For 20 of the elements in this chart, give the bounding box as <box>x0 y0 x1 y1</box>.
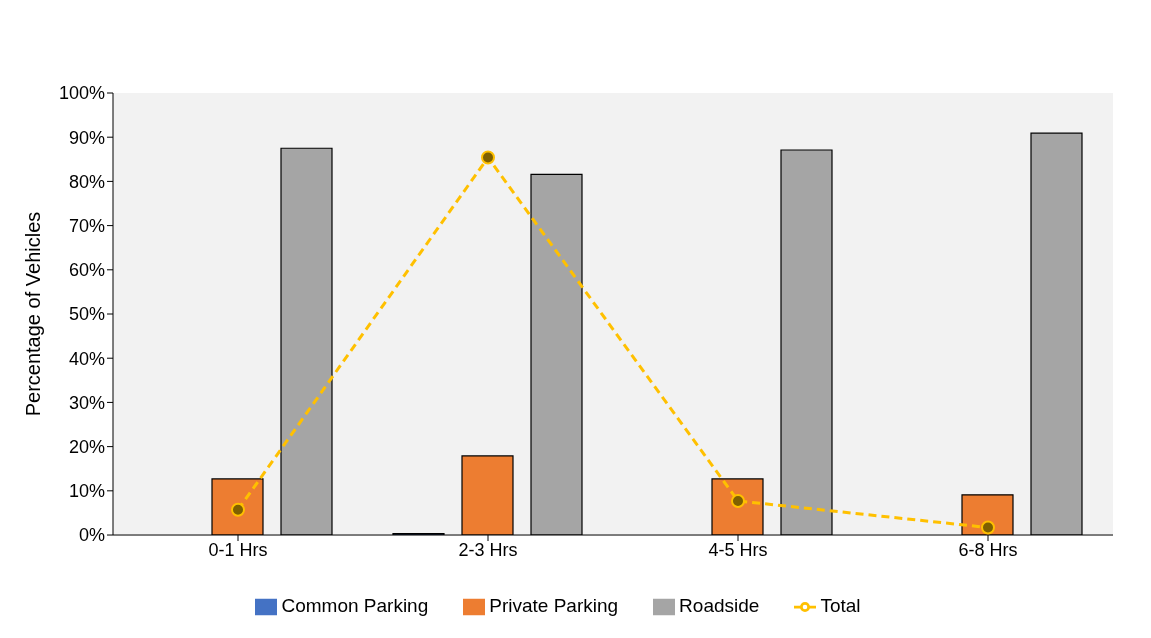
y-tick-label: 70% <box>68 215 105 236</box>
y-axis-title: Percentage of Vehicles <box>22 211 45 417</box>
y-tick-label: 90% <box>68 127 105 148</box>
y-tick-label: 50% <box>68 304 105 325</box>
legend-label: Common Parking <box>281 595 429 617</box>
legend-label: Private Parking <box>489 595 619 617</box>
legend-label: Total <box>820 595 861 617</box>
legend-label: Roadside <box>679 595 760 617</box>
x-tick-label: 6-8 Hrs <box>958 539 1018 560</box>
x-tick-label: 2-3 Hrs <box>458 539 518 560</box>
y-tick-label: 10% <box>68 481 105 502</box>
y-tick-label: 80% <box>68 171 105 192</box>
y-tick-label: 0% <box>78 525 105 546</box>
x-tick-label: 4-5 Hrs <box>708 539 768 560</box>
y-tick-label: 20% <box>68 437 105 457</box>
y-tick-label: 40% <box>68 348 105 369</box>
y-tick-label: 30% <box>68 392 105 413</box>
y-tick-label: 60% <box>68 260 105 281</box>
x-tick-label: 0-1 Hrs <box>208 539 268 560</box>
y-tick-label: 100% <box>58 83 105 104</box>
